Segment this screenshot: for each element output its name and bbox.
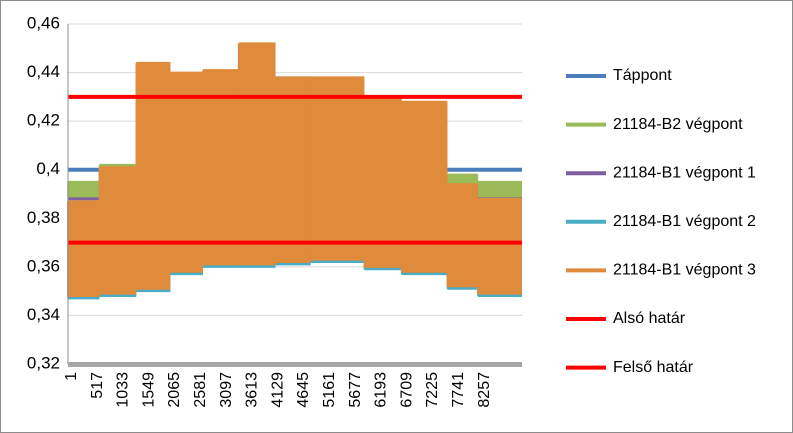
x-axis: 1 517 1033 1549 2065 2581 3097 3613 4129 4645 5161…: [63, 362, 522, 408]
legend-entry: 21184-B1 végpont 2: [566, 213, 756, 230]
y-tick-label: 0,44: [27, 62, 60, 81]
series-oscillation: [98, 167, 137, 294]
x-tick-label: 2581: [192, 372, 209, 408]
series-oscillation: [237, 43, 276, 265]
legend-label: Felső határ: [613, 359, 694, 376]
y-tick-label: 0,42: [27, 111, 60, 130]
legend-label: 21184-B1 végpont 3: [613, 262, 756, 279]
y-tick-label: 0,46: [27, 13, 60, 32]
x-tick-label: 7225: [424, 372, 441, 408]
legend-entry: 21184-B2 végpont: [566, 116, 743, 133]
series-oscillation: [446, 184, 479, 287]
x-tick-label: 4129: [269, 372, 286, 408]
series-oscillation: [202, 70, 237, 265]
x-tick-label: 1: [63, 372, 80, 381]
series-layer: [67, 42, 522, 300]
x-tick-label: 5161: [321, 372, 338, 408]
x-tick-label: 6193: [373, 372, 390, 408]
series-oscillation: [274, 77, 310, 262]
x-tick-label: 1033: [115, 372, 132, 408]
x-tick-label: 517: [89, 372, 106, 399]
series-oscillation: [363, 96, 402, 267]
legend-label: Alsó határ: [613, 310, 686, 327]
y-tick-label: 0,34: [27, 305, 60, 324]
legend: Táppont 21184-B2 végpont 21184-B1 végpont …: [566, 67, 756, 376]
legend-entry: 21184-B1 végpont 1: [566, 164, 756, 181]
x-tick-label: 5677: [347, 372, 364, 408]
y-tick-label: 0,38: [27, 208, 60, 227]
series-oscillation: [309, 77, 363, 260]
series-oscillation: [477, 198, 521, 294]
series-oscillation: [477, 181, 521, 199]
x-tick-label: 7741: [450, 372, 467, 408]
legend-label: 21184-B1 végpont 2: [613, 213, 756, 230]
x-tick-label: 3097: [218, 372, 235, 408]
x-tick-label: 3613: [244, 372, 261, 408]
y-tick-label: 0,32: [27, 353, 60, 372]
y-axis: 0,32 0,34 0,36 0,38 0,4 0,42 0,44 0,46: [27, 13, 69, 372]
y-tick-label: 0,36: [27, 256, 60, 275]
x-tick-label: 4645: [295, 372, 312, 408]
legend-label: Táppont: [613, 67, 672, 84]
series-oscillation: [400, 101, 448, 272]
legend-entry: Táppont: [566, 67, 672, 84]
legend-label: 21184-B2 végpont: [613, 116, 743, 133]
x-tick-label: 8257: [476, 372, 493, 408]
legend-label: 21184-B1 végpont 1: [613, 164, 756, 181]
series-oscillation: [169, 72, 202, 272]
y-tick-label: 0,4: [36, 159, 60, 178]
x-axis-line: [68, 362, 522, 367]
x-tick-label: 2065: [166, 372, 183, 408]
legend-entry: Felső határ: [566, 359, 694, 376]
series-5: [67, 42, 522, 297]
x-tick-label: 6709: [398, 372, 415, 408]
legend-entry: Alsó határ: [566, 310, 686, 327]
legend-entry: 21184-B1 végpont 3: [566, 262, 756, 279]
series-oscillation: [135, 62, 171, 289]
x-tick-label: 1549: [140, 372, 157, 408]
